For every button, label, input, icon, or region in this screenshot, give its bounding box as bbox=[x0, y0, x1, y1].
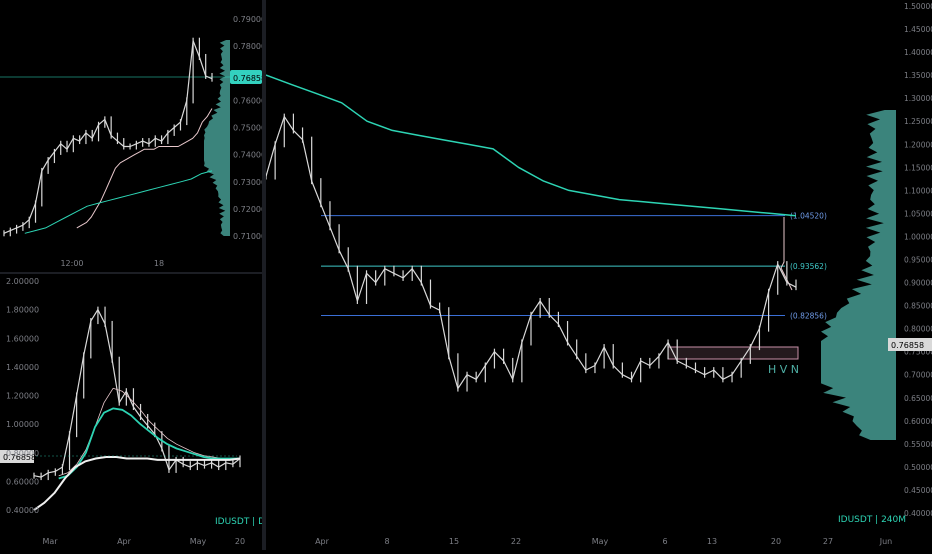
series-group-main bbox=[265, 74, 797, 392]
series-group-top-left bbox=[3, 37, 213, 237]
series-group-bottom-left bbox=[33, 306, 241, 511]
series-line-1 bbox=[3, 40, 213, 234]
chart-svg-main[interactable]: (1.04520) (0.93562) (0.82856) H V N 1.5000… bbox=[265, 0, 932, 550]
y-tick-label: 1.25000 bbox=[904, 117, 932, 126]
y-tick-label: 1.40000 bbox=[904, 48, 932, 57]
series-line-3 bbox=[58, 407, 240, 480]
volume-profile-top-left bbox=[204, 40, 230, 236]
price-tag-top-left bbox=[230, 70, 262, 84]
pane-divider-horizontal[interactable] bbox=[0, 272, 264, 274]
x-tick-label: 20 bbox=[235, 537, 245, 546]
y-tick-label: 1.20000 bbox=[6, 392, 39, 401]
fib-label: (1.04520) bbox=[790, 212, 827, 221]
y-tick-label: 1.40000 bbox=[6, 363, 39, 372]
y-tick-label: 0.65000 bbox=[904, 394, 932, 403]
symbol-label-main: IDUSDT | 240M bbox=[838, 515, 906, 525]
price-tag-main-text: 0.76858 bbox=[891, 341, 924, 350]
y-tick-label: 0.60000 bbox=[904, 417, 932, 426]
y-tick-label: 0.60000 bbox=[6, 477, 39, 486]
chart-pane-main[interactable]: (1.04520) (0.93562) (0.82856) H V N 1.5000… bbox=[265, 0, 932, 550]
x-tick-label: 27 bbox=[823, 537, 833, 546]
series-line-2 bbox=[76, 108, 213, 229]
fib-label: (0.82856) bbox=[790, 311, 827, 320]
x-tick-label: Mar bbox=[42, 537, 58, 546]
x-tick-label: 12:00 bbox=[60, 259, 83, 268]
series-line-2 bbox=[265, 74, 797, 217]
x-tick-label: 15 bbox=[449, 537, 459, 546]
y-tick-label: 0.45000 bbox=[904, 486, 932, 495]
symbol-label-bottom-left: IDUSDT | D bbox=[215, 517, 262, 527]
y-tick-label: 0.80000 bbox=[6, 449, 39, 458]
y-axis-bottom-left: 2.00000 1.80000 1.60000 1.40000 1.20000 1.000… bbox=[6, 277, 39, 515]
y-tick-label: 0.55000 bbox=[904, 440, 932, 449]
fib-label: (0.93562) bbox=[790, 262, 827, 271]
x-axis-bottom-left: Mar Apr May 20 bbox=[42, 537, 245, 546]
y-axis-main: 1.50000 1.45000 1.40000 1.35000 1.30000 1.250… bbox=[904, 2, 932, 518]
hvn-box bbox=[667, 346, 799, 360]
y-tick-label: 1.60000 bbox=[6, 334, 39, 343]
x-tick-label: 13 bbox=[707, 537, 717, 546]
x-tick-label: Jun bbox=[879, 537, 893, 546]
price-tag-main bbox=[888, 338, 932, 351]
x-axis-top-left: 12:00 18 bbox=[60, 259, 164, 268]
x-tick-label: 20 bbox=[771, 537, 781, 546]
x-tick-label: 22 bbox=[511, 537, 521, 546]
price-tag-bottom-left bbox=[0, 450, 34, 463]
y-tick-label: 1.00000 bbox=[6, 420, 39, 429]
series-line-4 bbox=[33, 456, 241, 511]
y-tick-label: 1.15000 bbox=[904, 163, 932, 172]
y-tick-label: 0.85000 bbox=[904, 302, 932, 311]
series-line-1 bbox=[33, 308, 241, 478]
chart-svg-top-left[interactable]: 0.790000.780000.770000.760000.750000.740… bbox=[0, 0, 266, 272]
x-axis-main: Apr 8 15 22 May 6 13 20 27 Jun bbox=[315, 537, 892, 546]
y-tick-label: 0.40000 bbox=[6, 506, 39, 515]
y-tick-label: 0.50000 bbox=[904, 463, 932, 472]
y-tick-label: 1.05000 bbox=[904, 209, 932, 218]
y-tick-label: 1.00000 bbox=[904, 232, 932, 241]
pane-divider-vertical[interactable] bbox=[262, 0, 266, 550]
y-tick-label: 1.80000 bbox=[6, 306, 39, 315]
y-tick-label: 1.20000 bbox=[904, 140, 932, 149]
y-tick-label: 0.90000 bbox=[904, 279, 932, 288]
x-tick-label: 18 bbox=[154, 259, 164, 268]
chart-svg-bottom-left[interactable]: 0.76858 2.00000 1.80000 1.60000 1.40000 1.20… bbox=[0, 274, 265, 550]
hvn-label: H V N bbox=[768, 363, 799, 376]
volume-profile-main bbox=[821, 110, 896, 440]
series-line-3 bbox=[24, 170, 213, 234]
x-tick-label: Apr bbox=[117, 537, 132, 546]
y-tick-label: 0.80000 bbox=[904, 325, 932, 334]
chart-pane-top-left[interactable]: 0.790000.780000.770000.760000.750000.740… bbox=[0, 0, 266, 272]
price-tag-top-left-text: 0.76858 bbox=[233, 74, 262, 83]
x-tick-label: May bbox=[190, 537, 207, 546]
x-tick-label: May bbox=[592, 537, 609, 546]
y-tick-label: 0.40000 bbox=[904, 509, 932, 518]
y-tick-label: 0.95000 bbox=[904, 256, 932, 265]
price-tag-bottom-left-text: 0.76858 bbox=[3, 453, 36, 462]
y-tick-label: 0.70000 bbox=[904, 371, 932, 380]
x-tick-label: 6 bbox=[662, 537, 667, 546]
x-tick-label: 8 bbox=[384, 537, 389, 546]
y-tick-label: 1.45000 bbox=[904, 25, 932, 34]
volume-profile-shape bbox=[204, 40, 230, 236]
x-tick-label: Apr bbox=[315, 537, 330, 546]
y-tick-label: 0.75000 bbox=[233, 124, 262, 133]
y-tick-label: 1.10000 bbox=[904, 186, 932, 195]
y-tick-label: 0.75000 bbox=[904, 348, 932, 357]
volume-profile-shape bbox=[821, 110, 896, 440]
fib-lines: (1.04520) (0.93562) (0.82856) bbox=[321, 212, 827, 320]
y-axis-top-left: 0.790000.780000.770000.760000.750000.740… bbox=[233, 15, 266, 241]
y-tick-label: 1.35000 bbox=[904, 71, 932, 80]
y-tick-label: 1.50000 bbox=[904, 2, 932, 11]
chart-pane-bottom-left[interactable]: 0.76858 2.00000 1.80000 1.60000 1.40000 1.20… bbox=[0, 274, 265, 550]
y-tick-label: 1.30000 bbox=[904, 94, 932, 103]
y-tick-label: 2.00000 bbox=[6, 277, 39, 286]
